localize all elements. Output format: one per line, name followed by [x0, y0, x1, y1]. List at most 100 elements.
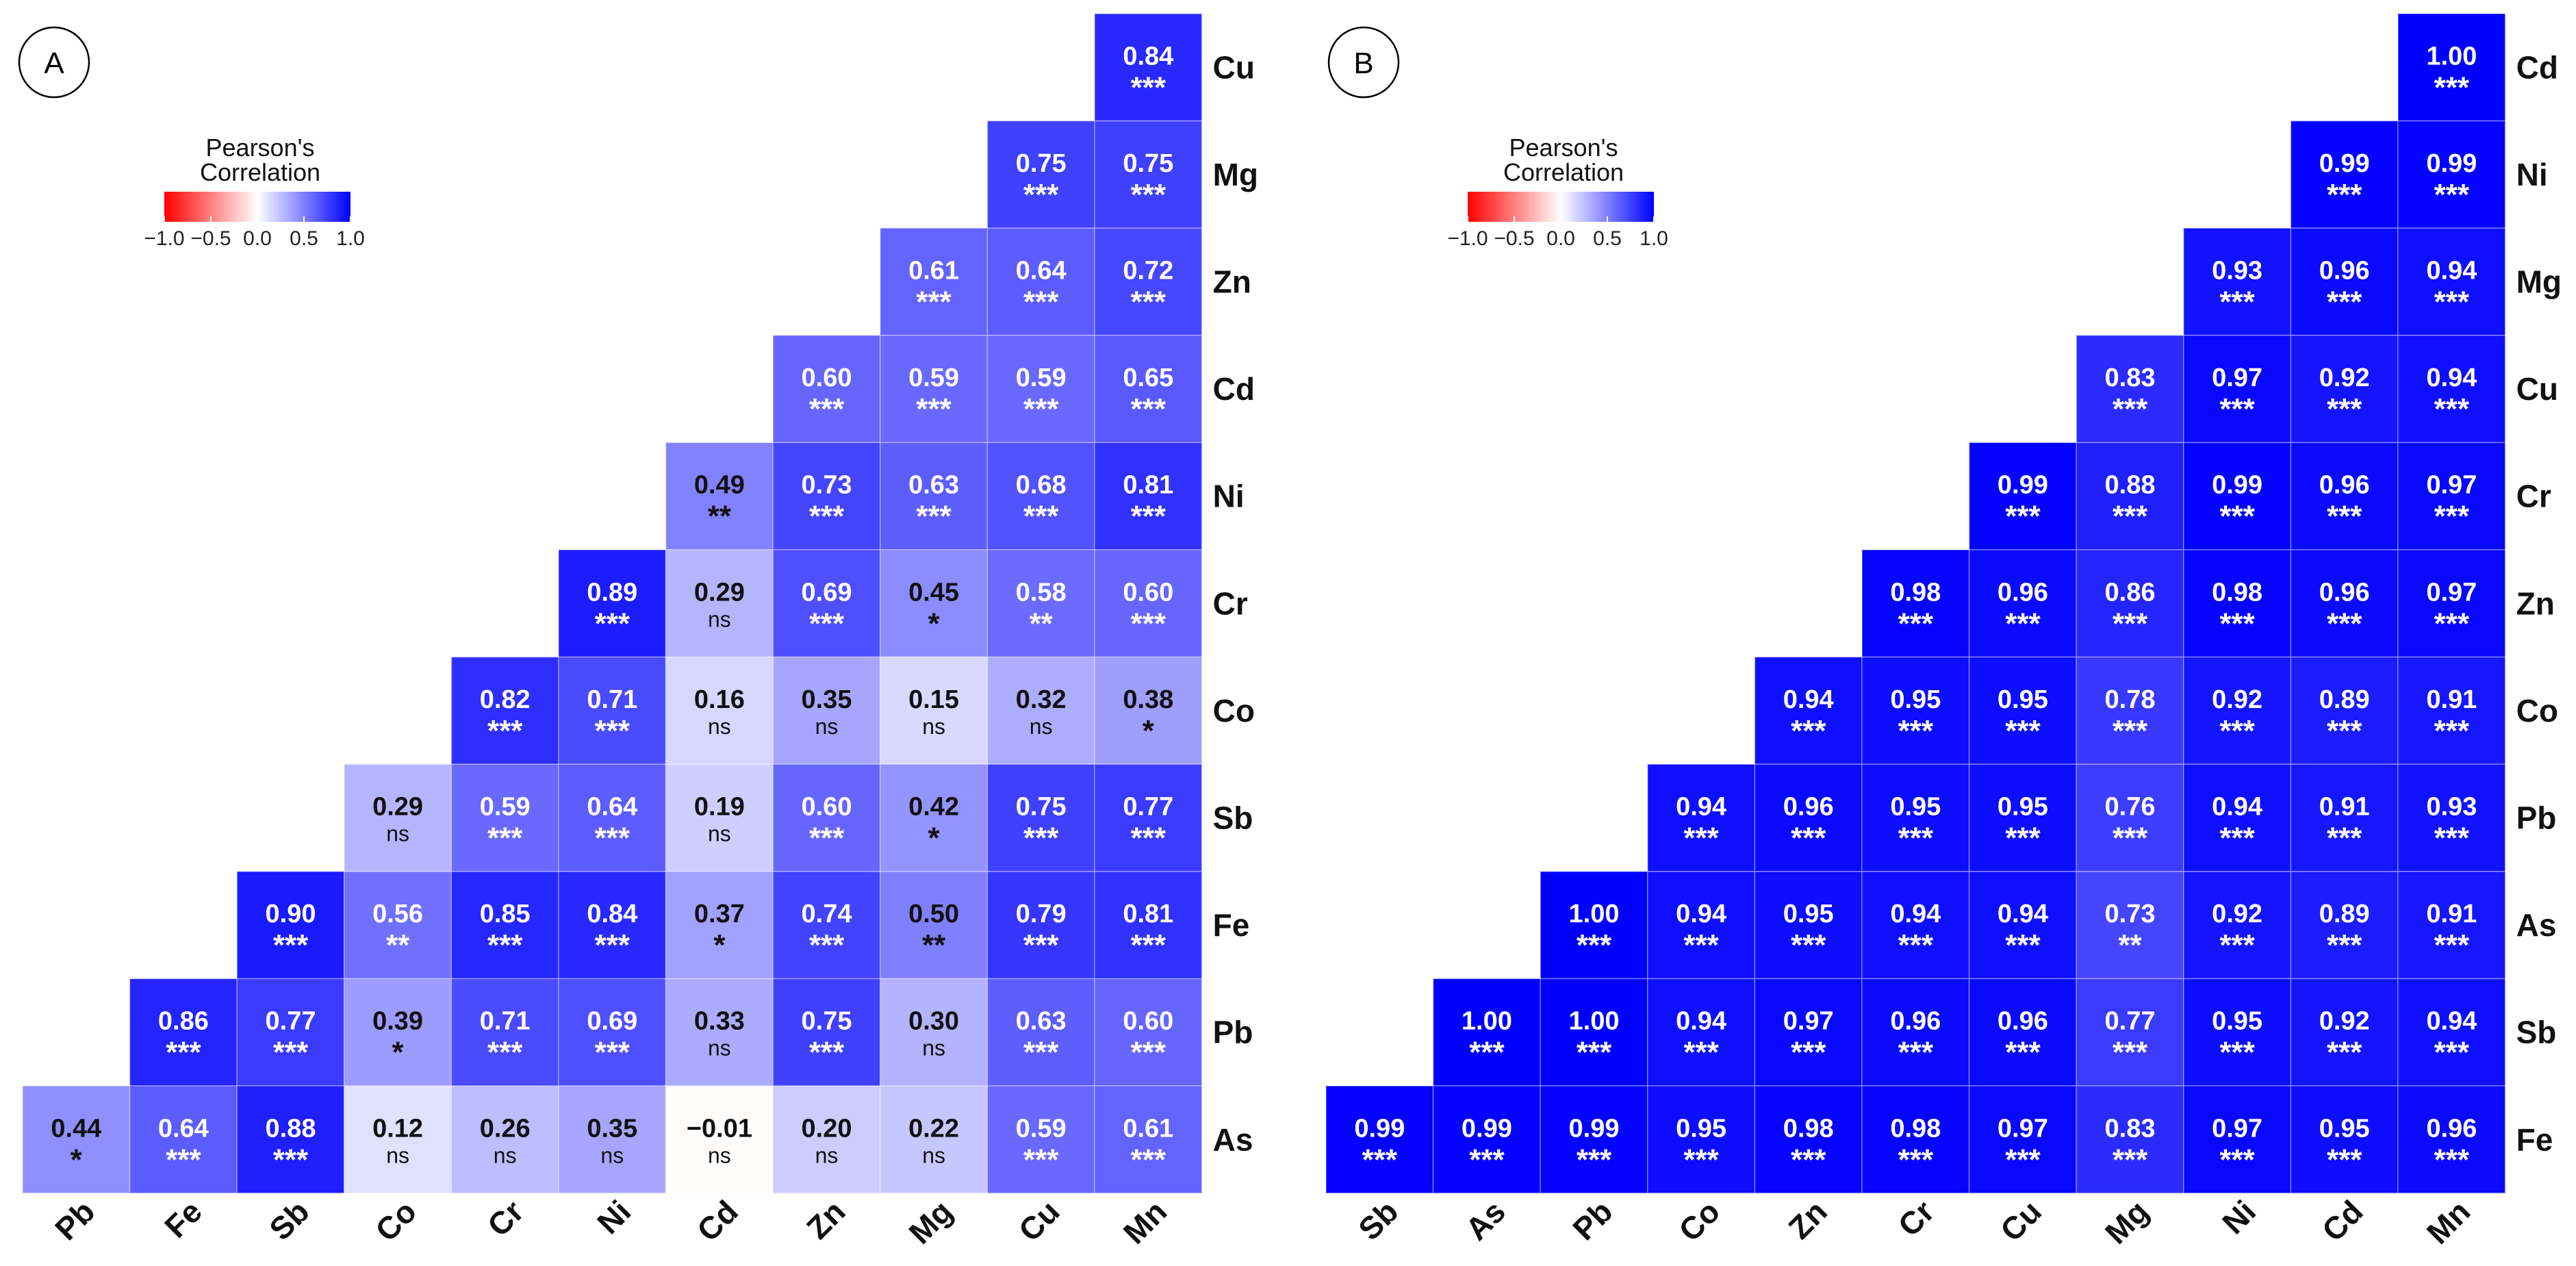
- y-axis-tick-label: Cd: [2516, 49, 2558, 85]
- cell-significance-label: ***: [2434, 71, 2470, 104]
- panel-a: A 0.84***0.75***0.75***0.61***0.64***0.72…: [18, 13, 1258, 1251]
- cell-value-label: 0.75: [1016, 149, 1067, 178]
- cell-value-label: 0.94: [1998, 900, 2048, 928]
- heatmap-cell: [450, 871, 559, 980]
- cell-significance-label: ***: [2434, 1143, 2470, 1176]
- cell-significance-label: ***: [1131, 1036, 1166, 1069]
- cell-significance-label: *: [392, 1036, 405, 1069]
- cell-significance-label: ***: [2219, 1143, 2255, 1176]
- x-axis-tick-label: Cr: [1891, 1193, 1941, 1243]
- cell-significance-label: ***: [2005, 822, 2041, 855]
- heatmap-cell: [986, 871, 1095, 980]
- cell-significance-label: ***: [2327, 392, 2362, 426]
- heatmap-cell: [1094, 763, 1203, 872]
- cell-value-label: 0.79: [1016, 900, 1067, 928]
- heatmap-cell: [2076, 763, 2184, 872]
- cell-value-label: 0.42: [908, 793, 959, 822]
- cell-value-label: 0.73: [2105, 900, 2156, 928]
- heatmap-cell: [2290, 549, 2399, 658]
- heatmap-cell: [665, 871, 774, 980]
- heatmap-cell: [1540, 871, 1648, 980]
- cell-significance-label: ***: [1898, 822, 1934, 855]
- cell-value-label: 0.81: [1123, 471, 1173, 500]
- heatmap-cell: [1094, 871, 1203, 980]
- cell-value-label: 0.97: [2212, 364, 2262, 392]
- cell-significance-label: ***: [2327, 714, 2362, 748]
- cell-value-label: 0.59: [1016, 364, 1067, 392]
- y-axis-tick-label: As: [1213, 1122, 1253, 1157]
- heatmap-cell: [2183, 335, 2292, 444]
- legend-tick-label: 0.0: [243, 227, 272, 250]
- cell-significance-label: ***: [1131, 286, 1166, 319]
- cell-significance-label: ***: [2434, 392, 2470, 426]
- panel-label-circle: [1327, 26, 1400, 99]
- heatmap-cell: [236, 1085, 345, 1194]
- heatmap-cell: [1325, 1085, 1434, 1194]
- cell-value-label: −0.01: [687, 1114, 752, 1143]
- heatmap-cell: [2183, 1085, 2292, 1194]
- cell-value-label: 0.97: [1998, 1114, 2048, 1143]
- heatmap-cell: [2076, 335, 2184, 444]
- y-axis-tick-label: Fe: [2516, 1122, 2553, 1157]
- heatmap-cell: [1754, 978, 1863, 1087]
- cell-significance-label: ***: [2327, 500, 2362, 533]
- heatmap-cell: [880, 763, 989, 872]
- cell-significance-label: *: [928, 822, 941, 855]
- cell-significance-label: ***: [916, 392, 952, 426]
- x-axis-tick-label: Mn: [1117, 1193, 1174, 1251]
- cell-significance-label: ***: [1791, 822, 1826, 855]
- cell-value-label: 0.92: [2212, 685, 2262, 714]
- cell-significance-label: ***: [1683, 928, 1719, 962]
- cell-significance-label: *: [928, 607, 941, 640]
- cell-value-label: 0.95: [1890, 685, 1941, 714]
- cell-value-label: 0.89: [2319, 900, 2370, 928]
- cell-value-label: 0.95: [1676, 1114, 1726, 1143]
- cell-significance-label: ns: [708, 607, 731, 631]
- cell-significance-label: **: [708, 500, 732, 533]
- heatmap-cell: [2397, 13, 2506, 122]
- cell-value-label: 0.97: [1783, 1007, 1834, 1036]
- cell-value-label: 0.19: [694, 793, 745, 822]
- cell-significance-label: ***: [1898, 1036, 1934, 1069]
- x-axis-tick-label: Co: [1672, 1193, 1726, 1248]
- x-axis-tick-label: Cd: [690, 1193, 745, 1248]
- y-axis-tick-label: Cr: [2516, 479, 2551, 514]
- cell-significance-label: **: [1030, 607, 1054, 640]
- cell-significance-label: *: [71, 1143, 83, 1176]
- heatmap-cell: [1094, 335, 1203, 444]
- cell-value-label: 0.96: [1998, 578, 2048, 607]
- cell-significance-label: ***: [1131, 1143, 1166, 1176]
- heatmap-cell: [986, 1085, 1095, 1194]
- x-axis-tick-label: Cu: [1012, 1193, 1067, 1248]
- heatmap-cell: [344, 763, 452, 872]
- heatmap-cell: [880, 442, 989, 550]
- cell-value-label: 0.64: [587, 793, 637, 822]
- heatmap-cell: [772, 871, 881, 980]
- cell-significance-label: ***: [595, 1036, 630, 1069]
- heatmap-cell: [1094, 442, 1203, 550]
- cell-significance-label: ns: [815, 714, 839, 739]
- cell-significance-label: ns: [600, 1143, 624, 1167]
- heatmap-cell: [1094, 656, 1203, 765]
- cell-value-label: 0.38: [1123, 685, 1173, 714]
- cell-value-label: 1.00: [2426, 42, 2477, 71]
- heatmap-cell: [450, 978, 559, 1087]
- heatmap-cell: [344, 1085, 452, 1194]
- cell-significance-label: ***: [2434, 822, 2470, 855]
- cell-significance-label: ***: [1131, 822, 1166, 855]
- cell-significance-label: ***: [2327, 178, 2362, 212]
- cell-value-label: 0.71: [587, 685, 637, 714]
- cell-value-label: 0.81: [1123, 900, 1173, 928]
- cell-value-label: 0.76: [2105, 793, 2156, 822]
- cell-significance-label: **: [2118, 928, 2142, 962]
- heatmap-cell: [2397, 120, 2506, 229]
- heatmap-cell: [1647, 1085, 1756, 1194]
- legend-title-line1: Pearson's: [206, 134, 315, 162]
- cell-value-label: 0.95: [1890, 793, 1941, 822]
- heatmap-cell: [344, 978, 452, 1087]
- cell-value-label: 0.96: [1998, 1007, 2048, 1036]
- cell-significance-label: ***: [2327, 822, 2362, 855]
- heatmap-cell: [772, 442, 881, 550]
- cell-significance-label: ns: [922, 1143, 945, 1167]
- heatmap-cell: [1754, 1085, 1863, 1194]
